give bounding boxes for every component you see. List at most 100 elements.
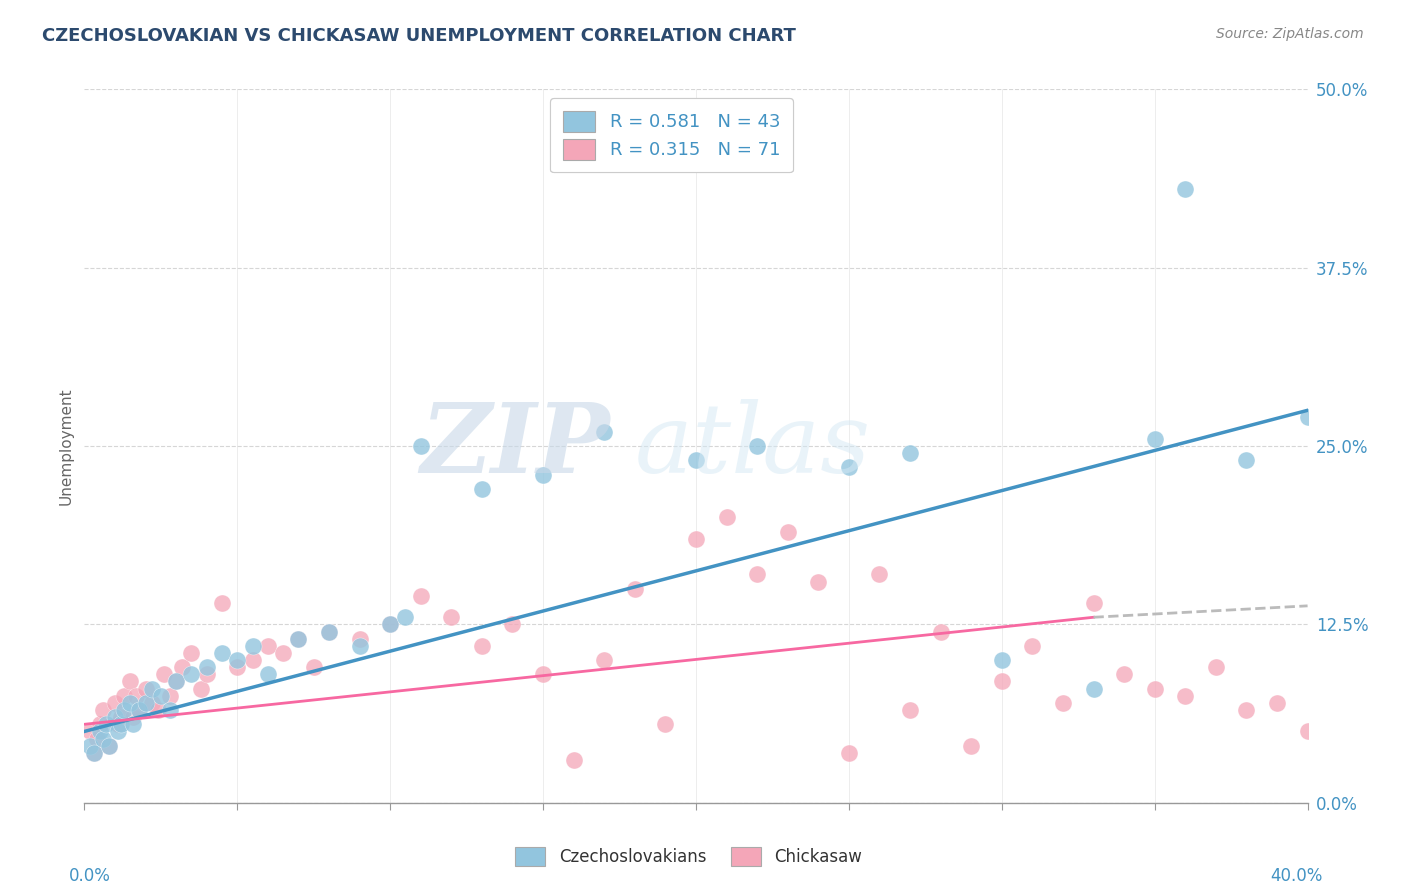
Point	[79, 739, 101, 753]
Point	[271, 646, 294, 660]
Point	[89, 717, 111, 731]
Point	[745, 567, 768, 582]
Point	[318, 624, 340, 639]
Point	[83, 746, 105, 760]
Point	[1114, 667, 1136, 681]
Point	[120, 674, 142, 689]
Point	[531, 467, 554, 482]
Point	[180, 646, 202, 660]
Point	[159, 703, 181, 717]
Y-axis label: Unemployment: Unemployment	[58, 387, 73, 505]
Point	[1234, 703, 1257, 717]
Point	[159, 689, 181, 703]
Point	[128, 703, 150, 717]
Text: 40.0%: 40.0%	[1271, 867, 1323, 885]
Point	[122, 717, 145, 731]
Point	[172, 660, 194, 674]
Point	[409, 589, 432, 603]
Point	[110, 717, 132, 731]
Point	[349, 632, 371, 646]
Point	[165, 674, 187, 689]
Point	[531, 667, 554, 681]
Point	[1143, 432, 1166, 446]
Point	[135, 681, 157, 696]
Point	[226, 660, 249, 674]
Point	[79, 724, 101, 739]
Point	[593, 425, 616, 439]
Point	[1174, 182, 1197, 196]
Text: CZECHOSLOVAKIAN VS CHICKASAW UNEMPLOYMENT CORRELATION CHART: CZECHOSLOVAKIAN VS CHICKASAW UNEMPLOYMEN…	[42, 27, 796, 45]
Point	[112, 689, 135, 703]
Point	[898, 446, 921, 460]
Point	[654, 717, 676, 731]
Point	[242, 653, 264, 667]
Point	[257, 667, 280, 681]
Point	[107, 724, 129, 739]
Point	[257, 639, 280, 653]
Point	[1052, 696, 1074, 710]
Point	[211, 596, 233, 610]
Point	[242, 639, 264, 653]
Point	[195, 667, 218, 681]
Point	[471, 482, 494, 496]
Point	[1021, 639, 1043, 653]
Point	[165, 674, 187, 689]
Text: ZIP: ZIP	[420, 399, 610, 493]
Point	[1296, 410, 1319, 425]
Point	[562, 753, 585, 767]
Point	[349, 639, 371, 653]
Point	[190, 681, 212, 696]
Point	[440, 610, 463, 624]
Point	[1265, 696, 1288, 710]
Point	[128, 703, 150, 717]
Point	[153, 667, 176, 681]
Legend: Czechoslovakians, Chickasaw: Czechoslovakians, Chickasaw	[508, 838, 870, 875]
Point	[1327, 639, 1350, 653]
Point	[1234, 453, 1257, 467]
Point	[287, 632, 309, 646]
Point	[960, 739, 983, 753]
Point	[120, 696, 142, 710]
Point	[104, 710, 127, 724]
Point	[838, 460, 860, 475]
Point	[1083, 681, 1105, 696]
Point	[593, 653, 616, 667]
Point	[226, 653, 249, 667]
Point	[110, 710, 132, 724]
Point	[146, 703, 169, 717]
Point	[501, 617, 523, 632]
Point	[1143, 681, 1166, 696]
Point	[141, 681, 163, 696]
Point	[1174, 689, 1197, 703]
Point	[471, 639, 494, 653]
Text: 0.0%: 0.0%	[69, 867, 111, 885]
Point	[1388, 653, 1406, 667]
Point	[83, 746, 105, 760]
Point	[929, 624, 952, 639]
Point	[990, 653, 1012, 667]
Legend: R = 0.581   N = 43, R = 0.315   N = 71: R = 0.581 N = 43, R = 0.315 N = 71	[550, 98, 793, 172]
Point	[745, 439, 768, 453]
Point	[898, 703, 921, 717]
Point	[112, 703, 135, 717]
Point	[86, 731, 108, 746]
Point	[125, 689, 148, 703]
Text: atlas: atlas	[636, 399, 870, 493]
Point	[180, 667, 202, 681]
Point	[1358, 681, 1381, 696]
Text: Source: ZipAtlas.com: Source: ZipAtlas.com	[1216, 27, 1364, 41]
Point	[91, 703, 114, 717]
Point	[807, 574, 830, 589]
Point	[869, 567, 891, 582]
Point	[97, 739, 120, 753]
Point	[1296, 724, 1319, 739]
Point	[1083, 596, 1105, 610]
Point	[624, 582, 647, 596]
Point	[91, 731, 114, 746]
Point	[97, 739, 120, 753]
Point	[89, 724, 111, 739]
Point	[380, 617, 402, 632]
Point	[94, 717, 117, 731]
Point	[211, 646, 233, 660]
Point	[135, 696, 157, 710]
